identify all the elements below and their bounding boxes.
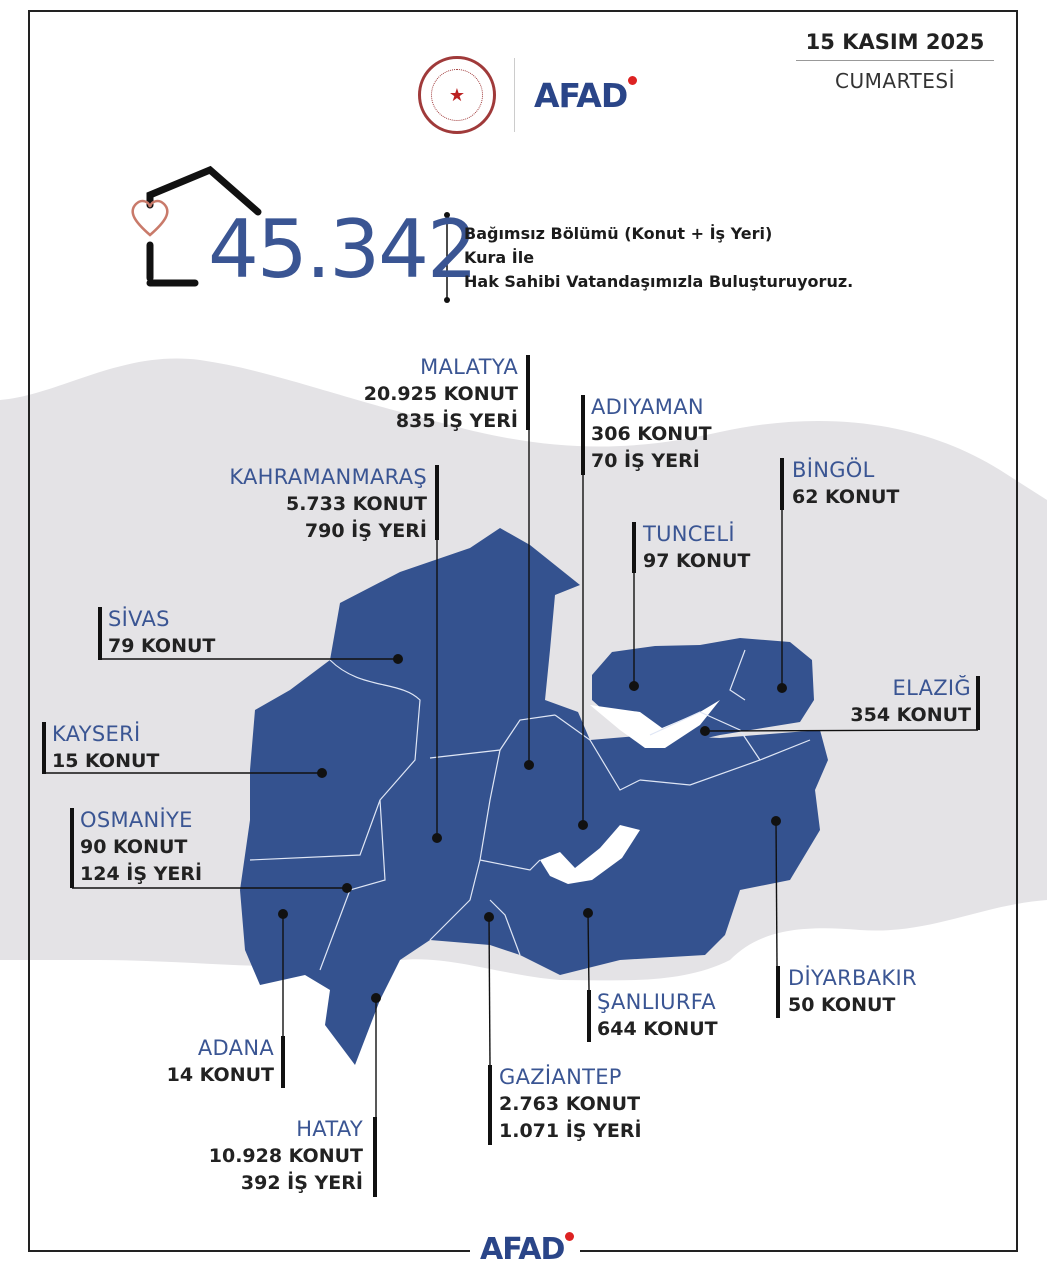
label-osmaniye: OSMANİYE 90 KONUT 124 İŞ YERİ xyxy=(80,808,203,885)
date-block: 15 KASIM 2025 CUMARTESİ xyxy=(796,30,994,93)
label-kahramanmaras: KAHRAMANMARAŞ 5.733 KONUT 790 İŞ YERİ xyxy=(229,465,427,542)
label-bingol: BİNGÖL 62 KONUT xyxy=(792,458,900,508)
headline-line: Kura İle xyxy=(464,248,535,267)
footer-gap xyxy=(470,1236,580,1266)
date: 15 KASIM 2025 xyxy=(796,30,994,61)
logo-divider xyxy=(514,58,515,132)
heart-icon xyxy=(131,199,169,237)
footer-afad-logo: AFAD xyxy=(480,1232,575,1267)
label-adana: ADANA 14 KONUT xyxy=(166,1036,274,1086)
label-hatay: HATAY 10.928 KONUT 392 İŞ YERİ xyxy=(208,1117,363,1194)
label-gaziantep: GAZİANTEP 2.763 KONUT 1.071 İŞ YERİ xyxy=(499,1065,642,1142)
headline-text: Bağımsız Bölümü (Konut + İş Yeri) Kura İ… xyxy=(464,222,853,294)
headline-divider xyxy=(444,212,450,303)
label-bars xyxy=(42,355,980,1197)
label-tunceli: TUNCELİ 97 KONUT xyxy=(643,522,751,572)
label-kayseri: KAYSERİ 15 KONUT xyxy=(52,722,160,772)
province-markers xyxy=(278,654,787,1003)
weekday: CUMARTESİ xyxy=(835,69,955,93)
label-diyarbakir: DİYARBAKIR 50 KONUT xyxy=(788,966,917,1016)
house-icon xyxy=(131,165,262,287)
lake-ataturk xyxy=(540,825,640,884)
ministry-seal-logo: ★ xyxy=(418,56,496,134)
headline-line: Bağımsız Bölümü (Konut + İş Yeri) xyxy=(464,224,773,243)
region-main xyxy=(240,528,828,1065)
afad-logo: AFAD xyxy=(534,76,638,115)
label-sivas: SİVAS 79 KONUT xyxy=(108,607,216,657)
lake-keban xyxy=(590,700,720,748)
label-malatya: MALATYA 20.925 KONUT 835 İŞ YERİ xyxy=(363,355,518,432)
headline-line: Hak Sahibi Vatandaşımızla Buluşturuyoruz… xyxy=(464,272,854,291)
province-borders xyxy=(249,649,811,971)
label-elazig: ELAZIĞ 354 KONUT xyxy=(850,676,971,726)
label-sanliurfa: ŞANLIURFA 644 KONUT xyxy=(597,990,718,1040)
leader-lines xyxy=(44,430,979,1117)
total-count: 45.342 xyxy=(208,203,478,296)
label-adiyaman: ADIYAMAN 306 KONUT 70 İŞ YERİ xyxy=(591,395,712,472)
